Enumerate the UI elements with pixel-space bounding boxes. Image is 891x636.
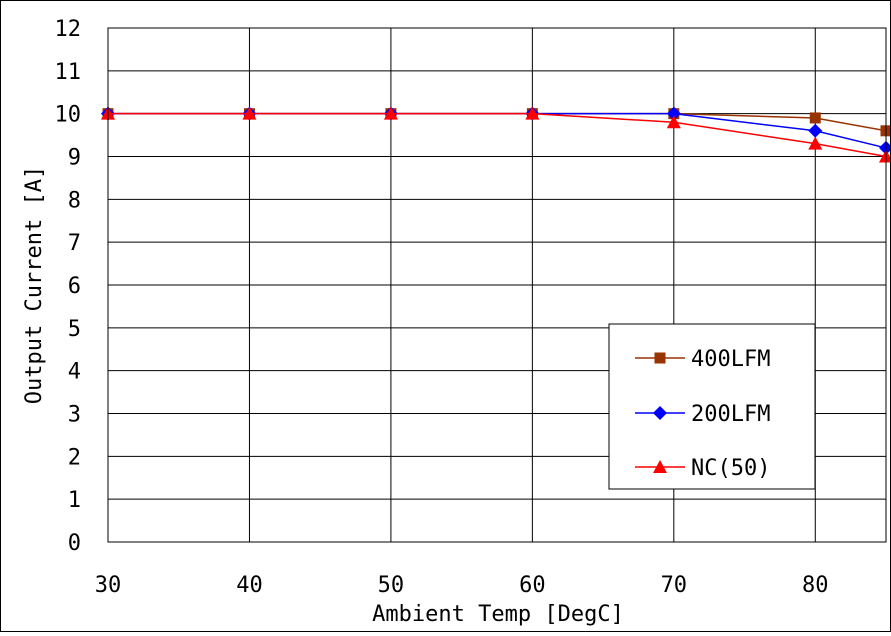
legend-marker: [653, 406, 667, 420]
legend-label: 200LFM: [691, 402, 770, 427]
legend-item: 400LFM: [635, 347, 770, 372]
y-tick-label: 2: [68, 445, 81, 470]
y-tick-label: 4: [68, 360, 81, 385]
x-tick-label: 80: [802, 573, 829, 598]
y-tick-label: 7: [68, 231, 81, 256]
x-tick-label: 40: [236, 573, 263, 598]
y-tick-label: 10: [55, 103, 82, 128]
y-tick-label: 9: [68, 146, 81, 171]
x-axis-label: Ambient Temp [DegC]: [372, 602, 624, 627]
data-point: [879, 140, 891, 155]
data-point: [242, 106, 257, 120]
y-tick-label: 5: [68, 317, 81, 342]
y-tick-label: 6: [68, 274, 81, 299]
y-tick-label: 0: [68, 531, 81, 556]
legend-label: 400LFM: [691, 347, 770, 372]
series-line: [108, 112, 887, 132]
y-tick-label: 3: [68, 403, 81, 428]
y-tick-label: 8: [68, 188, 81, 213]
legend-marker: [654, 352, 666, 364]
legend: 400LFM 200LFM NC(50): [608, 323, 816, 490]
series-line: [108, 112, 887, 149]
x-tick-label: 60: [519, 573, 546, 598]
data-point: [809, 112, 821, 124]
y-tick-label: 12: [55, 17, 82, 42]
data-point: [383, 106, 398, 120]
legend-item: NC(50): [635, 456, 770, 481]
data-point: [666, 115, 681, 129]
legend-label: NC(50): [691, 456, 770, 481]
series-lines: [101, 106, 891, 163]
legend-box: [608, 323, 816, 490]
plot-border: [107, 27, 887, 543]
x-tick-label: 30: [95, 573, 122, 598]
data-point: [525, 106, 540, 120]
series-line: [108, 112, 887, 158]
series-nc-50-: [101, 106, 891, 163]
legend-item: 200LFM: [635, 402, 770, 427]
data-point: [666, 106, 681, 121]
data-point: [808, 123, 823, 138]
y-tick-label: 1: [68, 488, 81, 513]
y-tick-label: 11: [55, 60, 82, 85]
y-axis-label: Output Current [A]: [22, 166, 47, 404]
x-tick-label: 70: [661, 573, 688, 598]
data-point: [879, 149, 891, 163]
data-point: [880, 125, 891, 137]
legend-marker: [653, 460, 667, 473]
x-tick-labels: 30 40 50 60 70 80: [95, 573, 829, 598]
series-400lfm: [102, 108, 891, 137]
x-tick-label: 50: [378, 573, 405, 598]
data-point: [808, 136, 823, 150]
